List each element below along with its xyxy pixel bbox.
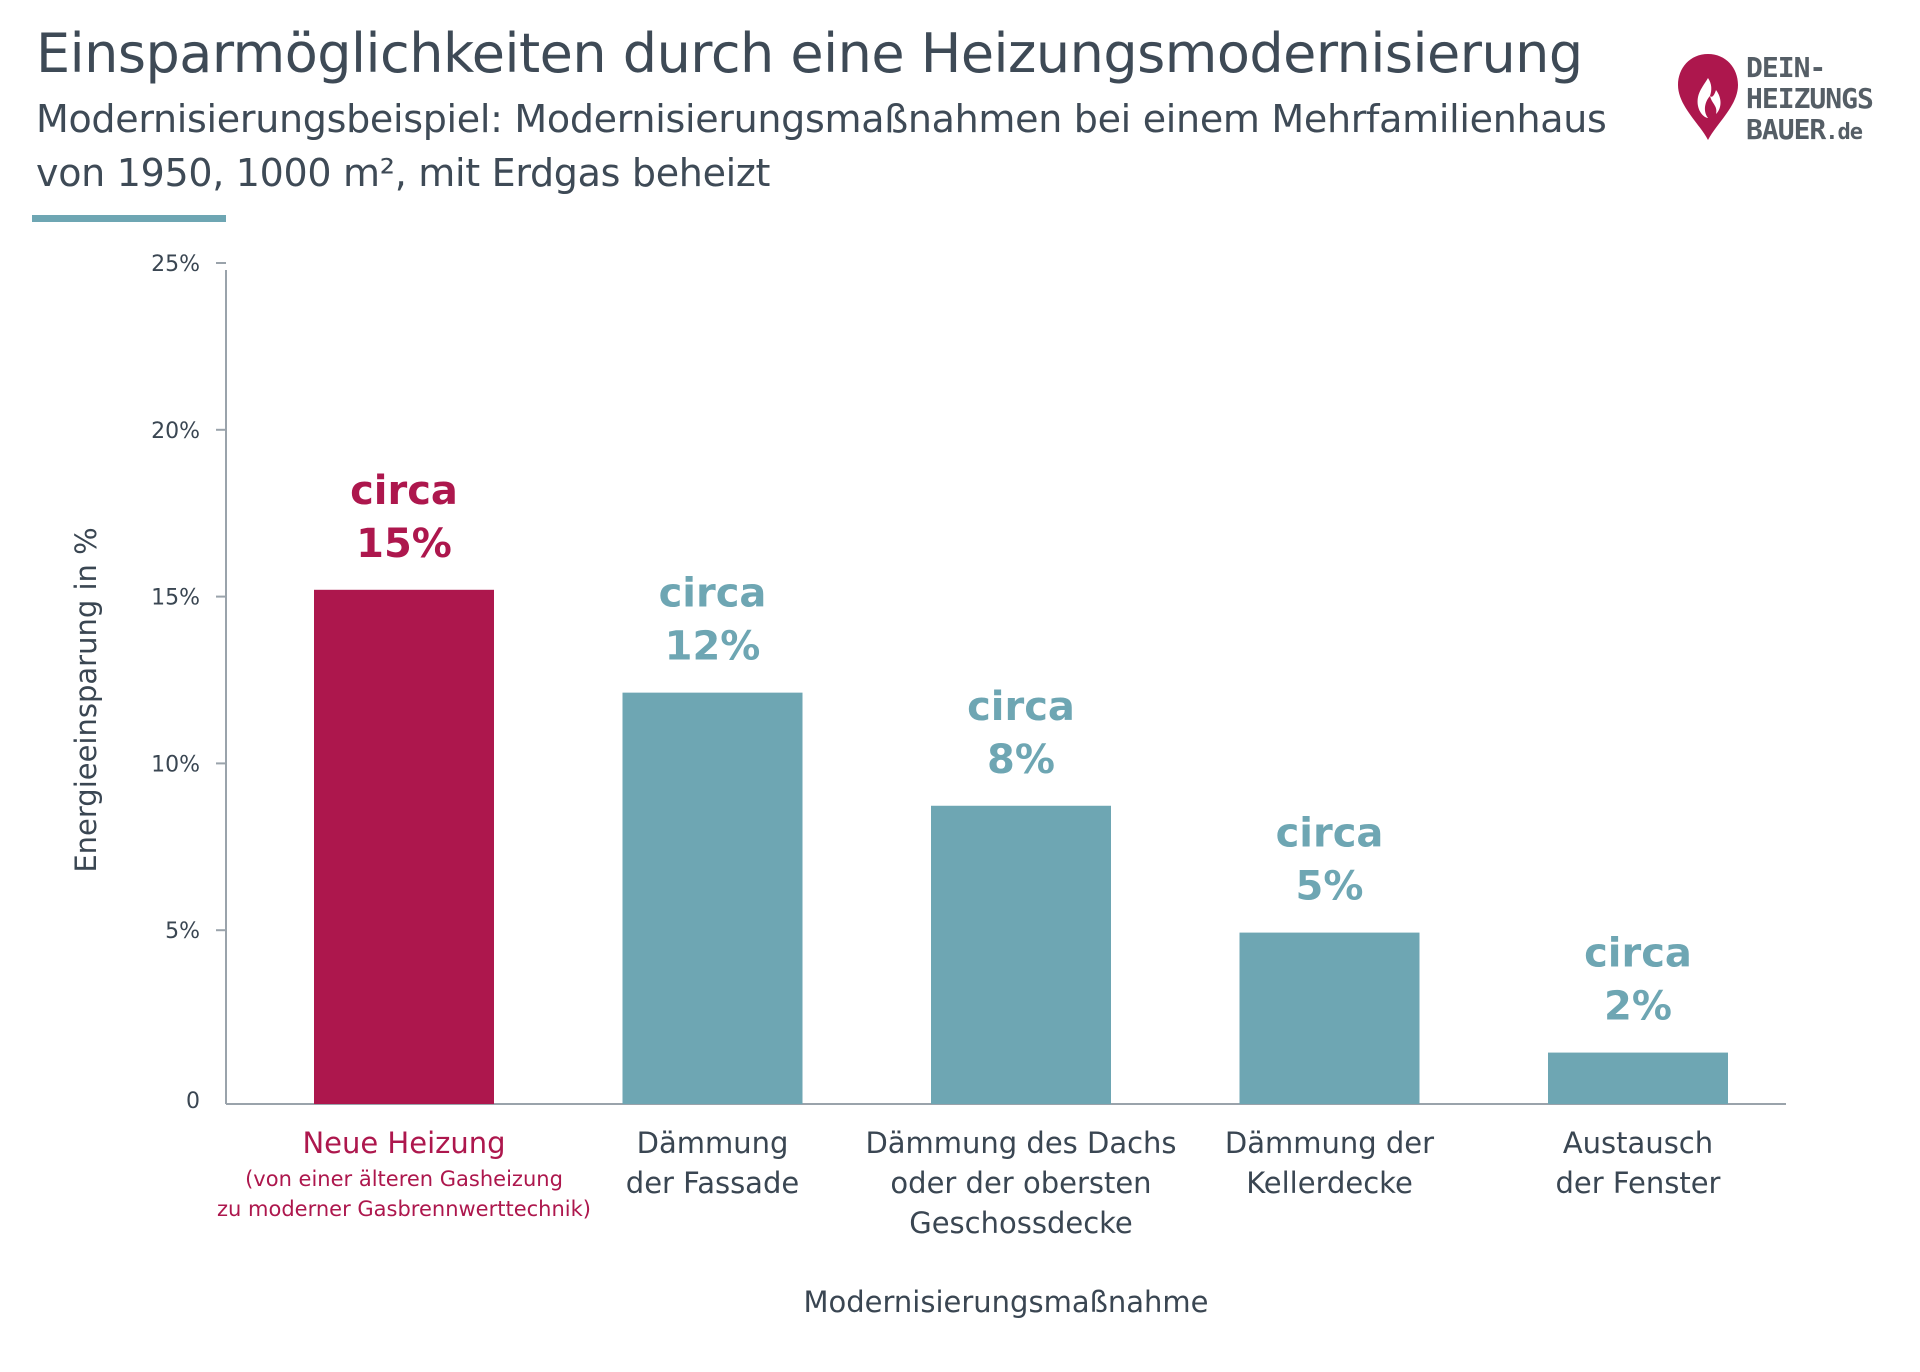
logo-text: DEIN- HEIZUNGS BAUER.de xyxy=(1746,51,1874,148)
bar-value-label: circa xyxy=(1276,811,1384,857)
brand-logo: DEIN- HEIZUNGS BAUER.de xyxy=(1676,50,1906,150)
category-label: Austausch xyxy=(1563,1126,1713,1160)
flame-pin-icon xyxy=(1678,54,1738,140)
category-label: der Fassade xyxy=(626,1166,799,1200)
y-tick-label: 15% xyxy=(151,586,200,611)
category-note: zu moderner Gasbrennwerttechnik) xyxy=(217,1197,591,1221)
y-axis-title: Energieeinsparung in % xyxy=(69,527,103,872)
category-label: der Fenster xyxy=(1556,1166,1721,1200)
category-label: Dämmung des Dachs xyxy=(865,1126,1176,1160)
chart-subtitle: Modernisierungsbeispiel: Modernisierungs… xyxy=(36,97,1607,195)
logo-word: BAUER xyxy=(1746,113,1826,146)
x-axis-title: Modernisierungsmaßnahme xyxy=(804,1285,1209,1319)
title-underline xyxy=(32,215,226,222)
logo-suffix: .de xyxy=(1825,120,1863,145)
bar xyxy=(931,805,1111,1104)
logo-line-3: BAUER.de xyxy=(1746,114,1873,148)
bar xyxy=(314,589,494,1104)
bar-value-label: 15% xyxy=(356,521,452,567)
y-tick-label: 5% xyxy=(165,919,200,944)
bar-value-label: 2% xyxy=(1604,984,1672,1030)
category-note: (von einer älteren Gasheizung xyxy=(245,1167,563,1191)
y-tick-label: 25% xyxy=(151,252,200,277)
bar-value-label: circa xyxy=(350,468,458,514)
logo-line-2: HEIZUNGS xyxy=(1746,82,1874,115)
category-label: Neue Heizung xyxy=(302,1126,505,1160)
bar xyxy=(1239,932,1420,1104)
bar-value-label: circa xyxy=(659,571,767,617)
bar xyxy=(1548,1052,1728,1104)
bar-value-label: 12% xyxy=(665,624,761,670)
y-tick-label: 20% xyxy=(151,419,200,444)
y-tick-label: 10% xyxy=(151,752,200,777)
y-tick-label: 0 xyxy=(186,1089,200,1114)
category-label: Kellerdecke xyxy=(1246,1166,1413,1200)
bar-value-label: 8% xyxy=(987,737,1055,783)
category-label: Dämmung xyxy=(637,1126,789,1160)
chart-title: Einsparmöglichkeiten durch eine Heizungs… xyxy=(36,22,1583,85)
logo-line-1: DEIN- xyxy=(1746,51,1826,84)
bar-value-label: circa xyxy=(1584,931,1692,977)
category-label: oder der obersten xyxy=(890,1166,1151,1200)
bar-value-label: 5% xyxy=(1296,864,1364,910)
category-label: Dämmung der xyxy=(1225,1126,1434,1160)
bar xyxy=(622,692,803,1104)
category-label: Geschossdecke xyxy=(909,1206,1133,1240)
bar-value-label: circa xyxy=(967,684,1075,730)
